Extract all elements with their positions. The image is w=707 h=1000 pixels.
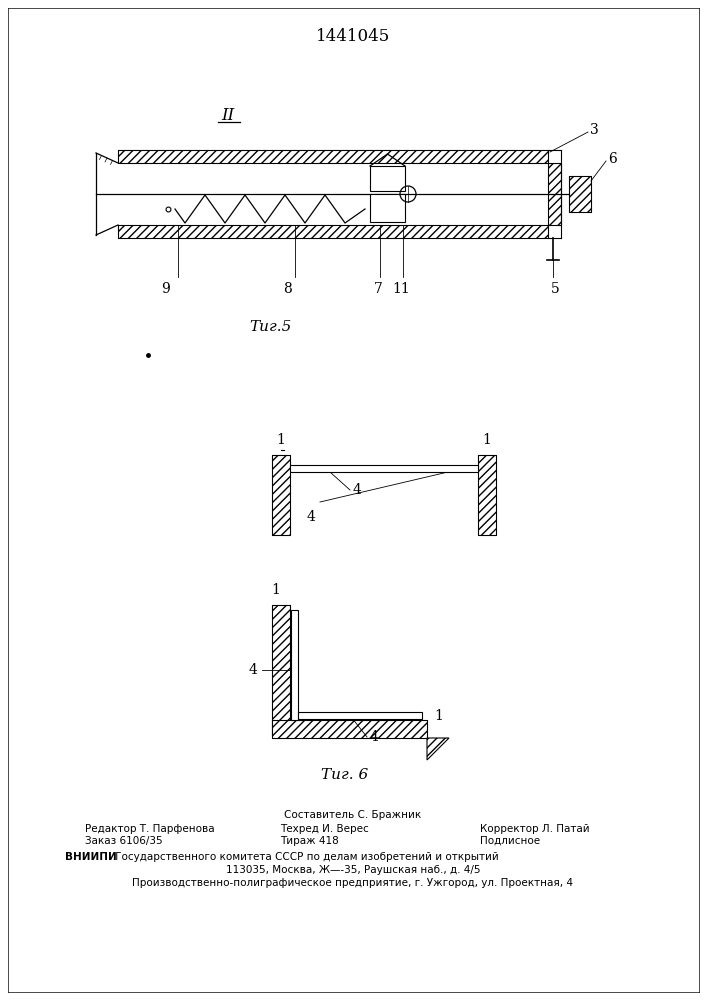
Bar bbox=[548, 163, 561, 225]
Bar bbox=[478, 455, 496, 535]
Bar bbox=[272, 605, 290, 735]
Text: Заказ 6106/35: Заказ 6106/35 bbox=[85, 836, 163, 846]
Text: 4: 4 bbox=[370, 730, 379, 744]
Bar bbox=[569, 176, 591, 212]
Text: Корректор Л. Патай: Корректор Л. Патай bbox=[480, 824, 590, 834]
Bar bbox=[291, 610, 298, 720]
Bar bbox=[272, 720, 427, 738]
Text: 1441045: 1441045 bbox=[316, 28, 390, 45]
Bar bbox=[118, 225, 548, 238]
Bar bbox=[569, 176, 591, 212]
Bar bbox=[370, 166, 405, 191]
Text: Государственного комитета СССР по делам изобретений и открытий: Государственного комитета СССР по делам … bbox=[112, 852, 498, 862]
Text: Производственно-полиграфическое предприятие, г. Ужгород, ул. Проектная, 4: Производственно-полиграфическое предприя… bbox=[132, 878, 573, 888]
Text: 5: 5 bbox=[551, 282, 559, 296]
Bar bbox=[298, 712, 422, 719]
Polygon shape bbox=[427, 738, 449, 760]
Text: 7: 7 bbox=[373, 282, 382, 296]
Text: 3: 3 bbox=[590, 123, 599, 137]
Bar bbox=[272, 455, 290, 535]
Bar bbox=[272, 720, 427, 738]
Text: 11: 11 bbox=[392, 282, 410, 296]
Bar bbox=[118, 150, 548, 163]
Text: 1: 1 bbox=[271, 583, 281, 597]
Text: Техред И. Верес: Техред И. Верес bbox=[280, 824, 369, 834]
Text: II: II bbox=[221, 107, 235, 124]
Text: 6: 6 bbox=[608, 152, 617, 166]
Text: 1: 1 bbox=[434, 708, 443, 722]
Bar bbox=[370, 194, 405, 222]
Bar bbox=[272, 455, 290, 535]
Bar bbox=[118, 225, 548, 238]
Text: Редактор Т. Парфенова: Редактор Т. Парфенова bbox=[85, 824, 215, 834]
Bar bbox=[290, 465, 478, 472]
Text: Тираж 418: Тираж 418 bbox=[280, 836, 339, 846]
Text: Τиг.5: Τиг.5 bbox=[249, 320, 291, 334]
Text: 1: 1 bbox=[276, 433, 286, 447]
Bar bbox=[478, 455, 496, 535]
Text: Составитель С. Бражник: Составитель С. Бражник bbox=[284, 810, 421, 820]
Text: 4: 4 bbox=[353, 483, 362, 497]
Bar bbox=[272, 605, 290, 735]
Text: Τиг. 6: Τиг. 6 bbox=[322, 768, 368, 782]
Text: 113035, Москва, Ж—-35, Раушская наб., д. 4/5: 113035, Москва, Ж—-35, Раушская наб., д.… bbox=[226, 865, 480, 875]
Bar bbox=[548, 163, 561, 225]
Text: Подлисное: Подлисное bbox=[480, 836, 540, 846]
Text: ВНИИПИ: ВНИИПИ bbox=[65, 852, 117, 862]
Text: 1: 1 bbox=[483, 433, 491, 447]
Text: 4: 4 bbox=[306, 510, 315, 524]
Text: 9: 9 bbox=[160, 282, 170, 296]
Text: 8: 8 bbox=[284, 282, 293, 296]
Text: 4: 4 bbox=[248, 663, 257, 677]
Bar bbox=[118, 150, 548, 163]
